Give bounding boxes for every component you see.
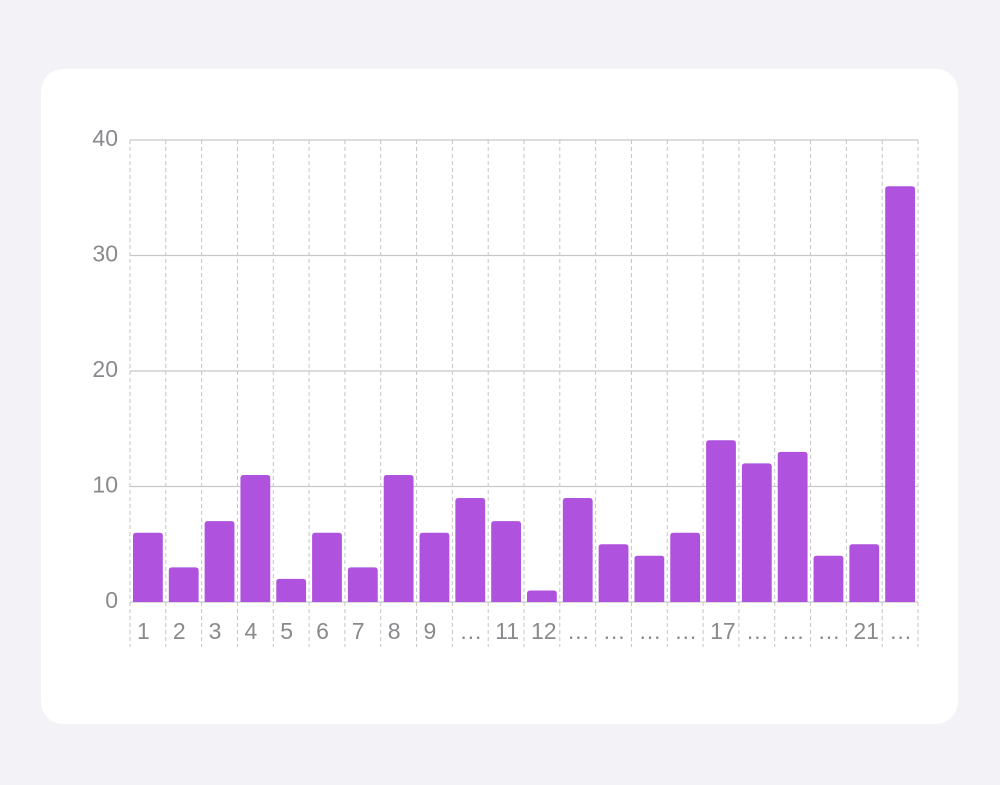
bar	[168, 567, 199, 602]
x-tick-label: 2	[173, 618, 186, 644]
x-tick-label: 1	[137, 618, 150, 644]
bar	[276, 578, 307, 602]
x-tick-label: …	[782, 618, 805, 644]
bar	[204, 521, 235, 602]
x-tick-label: 5	[280, 618, 293, 644]
x-tick-label: …	[889, 618, 912, 644]
x-tick-label: …	[638, 618, 661, 644]
y-tick-label: 0	[105, 587, 118, 613]
x-tick-label: 11	[495, 618, 519, 644]
bar	[634, 555, 665, 602]
x-tick-label: 3	[209, 618, 222, 644]
x-tick-label: …	[818, 618, 841, 644]
x-tick-label: 12	[531, 618, 557, 644]
bar	[885, 186, 915, 602]
y-tick-label: 30	[92, 241, 118, 267]
bar	[491, 521, 521, 602]
bar	[455, 498, 486, 602]
chart-card	[41, 69, 958, 724]
x-tick-label: 8	[388, 618, 401, 644]
x-tick-label: …	[746, 618, 769, 644]
x-tick-label: 17	[710, 618, 736, 644]
x-tick-label: …	[603, 618, 626, 644]
bar	[706, 440, 736, 602]
x-tick-label: 9	[424, 618, 437, 644]
x-tick-label: 6	[316, 618, 329, 644]
x-tick-label: …	[674, 618, 697, 644]
bar	[741, 463, 772, 602]
bar	[240, 474, 271, 602]
x-tick-label: 4	[244, 618, 257, 644]
y-tick-label: 10	[92, 472, 118, 498]
bar	[670, 532, 701, 602]
x-tick-label: 7	[352, 618, 365, 644]
bar	[849, 544, 880, 602]
bar	[813, 555, 844, 602]
x-tick-label: 21	[853, 618, 879, 644]
bar	[383, 474, 414, 602]
bar	[527, 590, 557, 602]
bar	[777, 451, 808, 602]
bar	[347, 567, 378, 602]
bar	[562, 498, 593, 602]
x-tick-label: …	[567, 618, 590, 644]
bar	[419, 532, 450, 602]
y-tick-label: 40	[92, 125, 118, 151]
x-tick-label: …	[459, 618, 482, 644]
bar	[598, 544, 629, 602]
bar	[312, 532, 342, 602]
bar	[133, 532, 163, 602]
y-tick-label: 20	[92, 356, 118, 382]
